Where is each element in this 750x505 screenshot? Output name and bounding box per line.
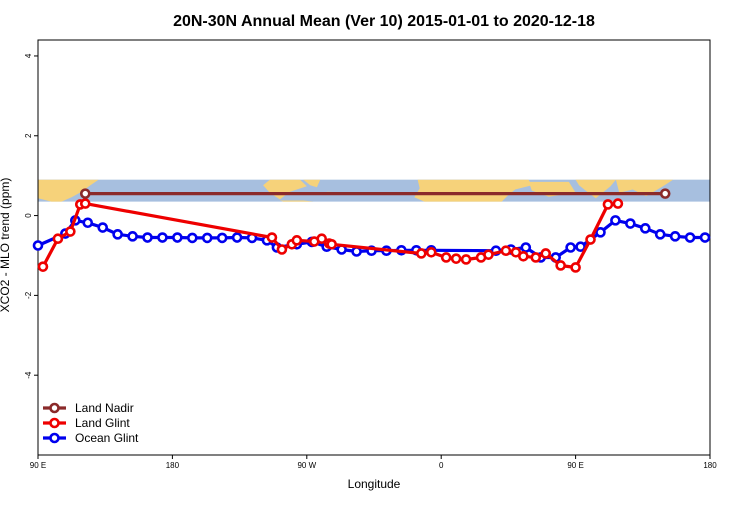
x-tick-label: 90 W bbox=[297, 461, 316, 470]
x-tick-label: 90 E bbox=[567, 461, 583, 470]
data-point bbox=[415, 248, 427, 259]
map-land-2 bbox=[279, 200, 314, 202]
legend-item: Land Glint bbox=[43, 416, 130, 430]
data-point bbox=[276, 244, 288, 255]
data-point bbox=[565, 242, 576, 253]
x-tick-label: 180 bbox=[166, 461, 180, 470]
data-point bbox=[112, 229, 123, 240]
legend-label: Land Glint bbox=[75, 416, 130, 430]
x-tick-label: 90 E bbox=[30, 461, 46, 470]
data-point bbox=[79, 198, 91, 209]
data-point bbox=[585, 234, 596, 245]
data-point bbox=[699, 232, 711, 243]
x-axis: 90 E 180 90 W 0 90 E 180 bbox=[30, 455, 717, 470]
data-point bbox=[157, 232, 168, 243]
data-point bbox=[32, 240, 44, 251]
data-point bbox=[52, 233, 64, 245]
data-point bbox=[440, 252, 452, 263]
map-land-8 bbox=[615, 179, 673, 197]
data-point bbox=[575, 241, 586, 253]
data-point bbox=[187, 232, 198, 244]
data-point bbox=[483, 249, 494, 260]
data-point bbox=[216, 232, 228, 244]
data-point bbox=[326, 239, 337, 250]
data-point bbox=[602, 199, 614, 210]
legend-label: Ocean Glint bbox=[75, 431, 139, 445]
map-land-5 bbox=[414, 179, 532, 202]
series-layer bbox=[32, 188, 711, 273]
legend-marker bbox=[49, 432, 60, 444]
data-point bbox=[79, 188, 91, 199]
series-land-glint bbox=[37, 198, 624, 273]
data-point bbox=[82, 217, 94, 229]
series-land-nadir bbox=[79, 188, 671, 199]
legend-item: Ocean Glint bbox=[43, 431, 139, 445]
data-point bbox=[460, 254, 472, 265]
data-point bbox=[610, 215, 621, 226]
y-tick-label: -4 bbox=[24, 371, 33, 379]
data-point bbox=[142, 232, 153, 243]
data-point bbox=[530, 252, 542, 263]
data-point bbox=[625, 218, 636, 229]
x-tick-label: 180 bbox=[703, 461, 717, 470]
data-point bbox=[97, 222, 109, 233]
world-map-band bbox=[38, 179, 710, 202]
data-point bbox=[127, 231, 138, 242]
x-tick-label: 0 bbox=[439, 461, 444, 470]
legend-marker bbox=[49, 417, 60, 429]
data-point bbox=[425, 246, 437, 258]
y-tick-label: 4 bbox=[24, 53, 33, 58]
data-point bbox=[450, 253, 462, 264]
data-point bbox=[266, 232, 278, 243]
data-point bbox=[231, 232, 243, 243]
data-point bbox=[316, 233, 328, 245]
legend-item: Land Nadir bbox=[43, 401, 134, 415]
data-point bbox=[172, 232, 183, 243]
y-axis: 4 2 0 -2 -4 bbox=[24, 53, 38, 379]
data-point bbox=[37, 261, 49, 272]
legend-label: Land Nadir bbox=[75, 401, 134, 415]
data-point bbox=[639, 223, 651, 234]
data-point bbox=[659, 188, 671, 199]
data-point bbox=[518, 250, 529, 262]
data-point bbox=[570, 262, 581, 273]
legend-marker bbox=[49, 402, 60, 414]
map-land-3 bbox=[303, 179, 321, 188]
map-land-0 bbox=[38, 179, 99, 202]
chart-title: 20N-30N Annual Mean (Ver 10) 2015-01-01 … bbox=[173, 13, 595, 30]
series-ocean-glint bbox=[32, 215, 711, 263]
data-point bbox=[612, 198, 624, 209]
data-point bbox=[520, 242, 532, 253]
data-point bbox=[595, 227, 606, 238]
y-tick-label: -2 bbox=[24, 291, 33, 299]
x-axis-label: Longitude bbox=[348, 477, 401, 491]
data-point bbox=[555, 260, 566, 271]
y-tick-label: 0 bbox=[24, 213, 33, 218]
data-point bbox=[540, 248, 552, 259]
data-point bbox=[654, 229, 666, 240]
y-axis-label: XCO2 - MLO trend (ppm) bbox=[0, 178, 12, 313]
map-land-7 bbox=[575, 179, 616, 199]
data-point bbox=[291, 235, 303, 246]
data-point bbox=[65, 226, 76, 237]
data-point bbox=[500, 245, 512, 256]
data-point bbox=[201, 232, 213, 244]
y-tick-label: 2 bbox=[24, 133, 33, 138]
data-point bbox=[669, 231, 681, 242]
data-point bbox=[684, 232, 696, 243]
